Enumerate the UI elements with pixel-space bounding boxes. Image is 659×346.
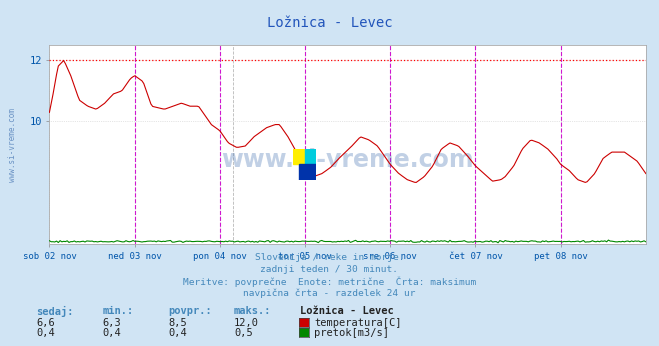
Text: Meritve: povprečne  Enote: metrične  Črta: maksimum: Meritve: povprečne Enote: metrične Črta:… <box>183 277 476 287</box>
Text: www.si-vreme.com: www.si-vreme.com <box>221 148 474 172</box>
Text: Ložnica - Levec: Ložnica - Levec <box>300 306 393 316</box>
Text: www.si-vreme.com: www.si-vreme.com <box>8 108 17 182</box>
Text: 8,5: 8,5 <box>168 318 186 328</box>
Text: sedaj:: sedaj: <box>36 306 74 317</box>
Text: 0,4: 0,4 <box>168 328 186 338</box>
Text: 0,4: 0,4 <box>102 328 121 338</box>
Bar <box>293 149 304 164</box>
Text: 6,6: 6,6 <box>36 318 55 328</box>
Text: 12,0: 12,0 <box>234 318 259 328</box>
Text: povpr.:: povpr.: <box>168 306 212 316</box>
Text: temperatura[C]: temperatura[C] <box>314 318 402 328</box>
Text: maks.:: maks.: <box>234 306 272 316</box>
Text: 0,5: 0,5 <box>234 328 252 338</box>
Text: 0,4: 0,4 <box>36 328 55 338</box>
Text: 6,3: 6,3 <box>102 318 121 328</box>
Bar <box>304 149 316 164</box>
Text: Ložnica - Levec: Ložnica - Levec <box>267 16 392 29</box>
Bar <box>299 164 316 180</box>
Text: min.:: min.: <box>102 306 133 316</box>
Text: zadnji teden / 30 minut.: zadnji teden / 30 minut. <box>260 265 399 274</box>
Text: navpična črta - razdelek 24 ur: navpična črta - razdelek 24 ur <box>243 289 416 298</box>
Text: pretok[m3/s]: pretok[m3/s] <box>314 328 389 338</box>
Text: Slovenija / reke in morje.: Slovenija / reke in morje. <box>255 253 404 262</box>
